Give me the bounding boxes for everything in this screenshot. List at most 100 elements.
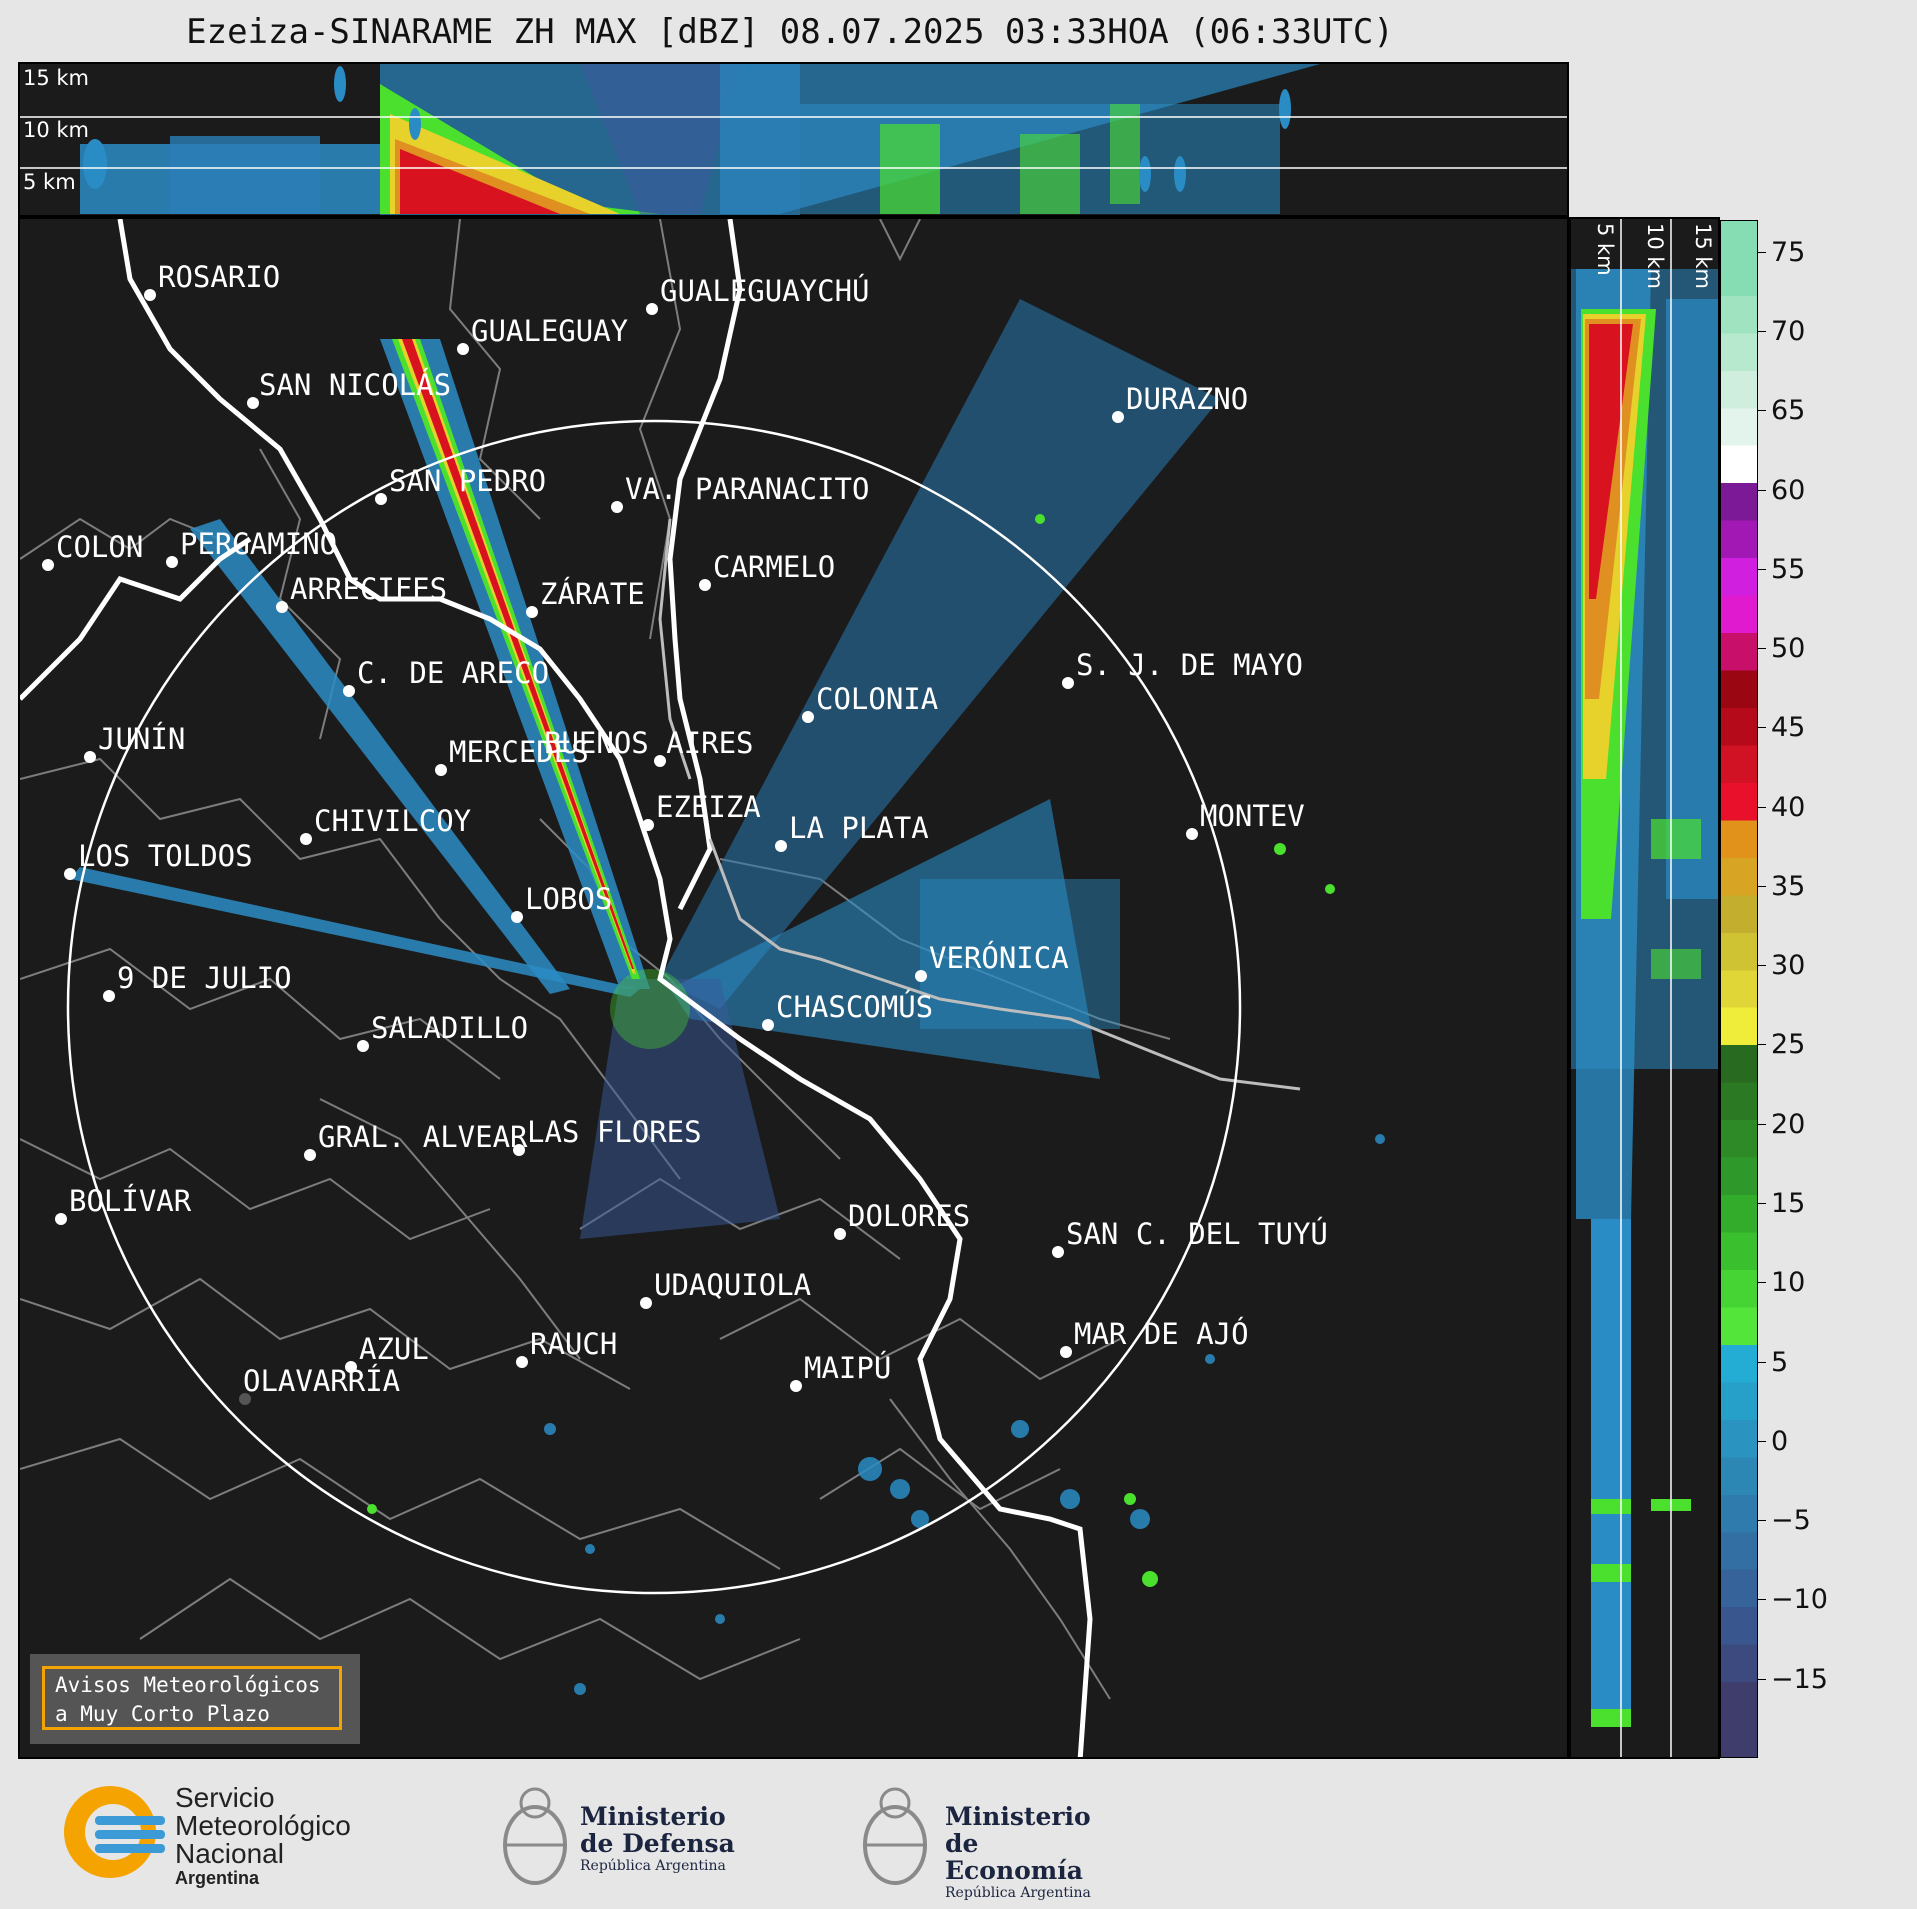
city-label: CHASCOMÚS [776,990,933,1024]
page-title: Ezeiza-SINARAME ZH MAX [dBZ] 08.07.2025 … [186,12,1394,52]
colorbar-tick [1758,1678,1766,1680]
city-marker [642,819,654,831]
city-marker [611,501,623,513]
city-markers: ROSARIO GUALEGUAYCHÚ GUALEGUAY SAN NICOLÁS D… [42,260,1328,1405]
colorbar-tick-label: 0 [1771,1425,1789,1457]
city-marker [516,1356,528,1368]
city-label: GRAL. ALVEAR [318,1120,528,1154]
colorbar-tick-label: 55 [1771,553,1806,585]
city-marker [513,1144,525,1156]
city-label: VA. PARANACITO [625,472,869,506]
colorbar-tick [1758,806,1766,808]
city-label: BOLÍVAR [69,1184,192,1218]
city-marker [654,755,666,767]
city-label: GUALEGUAYCHÚ [660,274,870,308]
smn-line-2: Meteorológico [175,1810,351,1841]
colorbar-tick-label: −5 [1771,1505,1811,1537]
height-label-15km: 15 km [23,66,90,90]
country-borders [20,219,1093,1757]
city-marker [375,493,387,505]
colorbar-tick [1758,727,1766,729]
smn-line-4: Argentina [175,1868,260,1888]
colorbar-tick [1758,1361,1766,1363]
city-label: C. DE ARECO [357,656,549,690]
aviso-box[interactable]: Avisos Meteorológicos a Muy Corto Plazo [30,1654,360,1744]
city-label: LA PLATA [789,811,929,845]
city-label: VERÓNICA [929,941,1069,975]
city-label: MAR DE AJÓ [1074,1317,1249,1351]
side-height-label-15km: 15 km [1691,223,1715,290]
colorbar-tick-label: 25 [1771,1029,1806,1061]
colorbar-tick [1758,1123,1766,1125]
city-marker [699,579,711,591]
city-label: DURAZNO [1126,382,1248,416]
defensa-logo: Ministerio de Defensa República Argentin… [495,1775,755,1895]
city-marker [775,840,787,852]
city-marker [762,1019,774,1031]
city-label: ZÁRATE [540,577,645,611]
aviso-frame[interactable]: Avisos Meteorológicos a Muy Corto Plazo [42,1666,342,1730]
city-marker [1112,411,1124,423]
height-label-10km: 10 km [23,118,90,142]
radar-echoes [70,299,1385,1695]
city-label: ROSARIO [158,260,280,294]
colorbar-tick [1758,489,1766,491]
economia-logo: Ministerio de Economía República Argenti… [855,1775,1125,1901]
city-marker [646,303,658,315]
colorbar-tick [1758,1520,1766,1522]
economia-line-2: de Economía [945,1829,1083,1885]
city-label: COLONIA [816,682,938,716]
city-label: RAUCH [530,1327,617,1361]
range-ring [66,419,1242,1595]
smn-line-1: Servicio [175,1782,275,1813]
city-label: LOBOS [525,882,612,916]
colorbar-tick [1758,648,1766,650]
city-marker [103,990,115,1002]
side-cross-section-plot [1571,219,1718,1757]
city-marker [42,559,54,571]
city-marker [526,606,538,618]
city-label: AZUL [359,1332,429,1366]
city-marker [144,289,156,301]
city-marker [300,833,312,845]
city-marker [247,397,259,409]
radar-map-panel: ROSARIO GUALEGUAYCHÚ GUALEGUAY SAN NICOLÁS D… [18,217,1569,1759]
economia-line-3: República Argentina [945,1885,1091,1901]
colorbar-tick [1758,1599,1766,1601]
city-label: SAN PEDRO [389,464,546,498]
city-label: LAS FLORES [527,1115,702,1149]
defensa-line-2: de Defensa [580,1829,735,1858]
city-label: BUENOS AIRES [544,726,754,760]
colorbar-tick-label: 50 [1771,633,1806,665]
coat-of-arms-icon [503,1787,567,1885]
city-label: S. J. DE MAYO [1076,648,1303,682]
city-label: MERCEDES [449,735,589,769]
city-label: LOS TOLDOS [78,839,253,873]
defensa-line-3: República Argentina [580,1858,726,1874]
colorbar-tick-label: 60 [1771,474,1806,506]
side-height-label-5km: 5 km [1593,223,1617,276]
city-marker [802,711,814,723]
city-marker [1052,1246,1064,1258]
city-label: EZEIZA [656,790,761,824]
aviso-line-1: Avisos Meteorológicos [55,1673,321,1697]
city-label: SAN C. DEL TUYÚ [1066,1217,1328,1251]
city-label: OLAVARRÍA [243,1364,400,1398]
colorbar-tick-label: 65 [1771,395,1806,427]
city-marker [357,1040,369,1052]
city-label: SAN NICOLÁS [259,368,451,402]
city-label: JUNÍN [98,722,185,756]
colorbar [1720,220,1758,1758]
colorbar-tick [1758,1282,1766,1284]
city-label: MONTEV [1200,799,1305,833]
colorbar-tick-label: 40 [1771,791,1806,823]
colorbar-tick [1758,965,1766,967]
colorbar-tick [1758,330,1766,332]
height-label-5km: 5 km [23,170,76,194]
city-marker [790,1380,802,1392]
city-marker [1186,828,1198,840]
city-marker [304,1149,316,1161]
top-cross-section-plot [20,64,1567,215]
city-marker [345,1361,357,1373]
city-label: DOLORES [848,1199,970,1233]
